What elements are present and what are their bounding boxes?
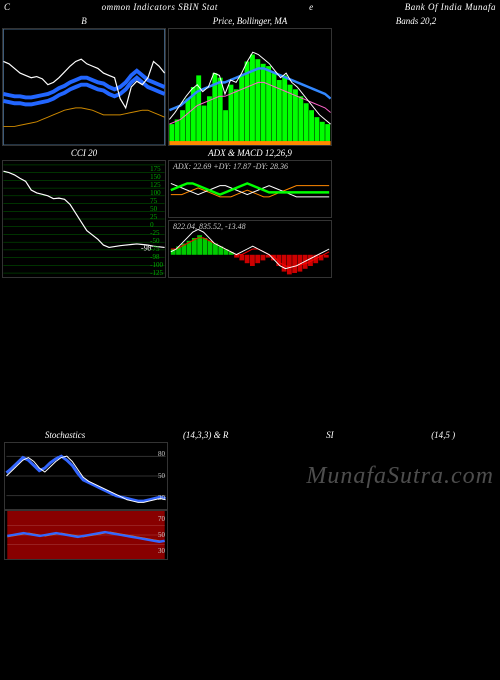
- chart-rsi: [5, 511, 167, 559]
- stoch-t1: Stochastics: [45, 430, 86, 440]
- panel-rsi: 705030: [4, 510, 168, 560]
- title-cci: CCI 20: [2, 146, 166, 160]
- hdr-right: Bank Of India Munafa: [405, 2, 496, 12]
- rsi-y-labels: 705030: [158, 511, 165, 559]
- stoch-t2: (14,3,3) & R: [183, 430, 229, 440]
- stoch-t4: (14,5 ): [431, 430, 455, 440]
- chart-stochastics: [5, 443, 167, 509]
- title-adx-macd: ADX & MACD 12,26,9: [168, 146, 332, 160]
- panel-bollinger-right: [168, 28, 332, 146]
- stoch-y-labels: 805020: [158, 443, 165, 509]
- gap: [0, 278, 500, 428]
- stoch-t3: SI: [326, 430, 334, 440]
- panel-macd: 822.04, 835.52, -13.48: [168, 220, 332, 278]
- panel-stochastics: 805020: [4, 442, 168, 510]
- panel-adx: ADX: 22.69 +DY: 17.87 -DY: 28.36: [168, 160, 332, 218]
- chart-cci: -98: [3, 161, 165, 277]
- top-titles: B Price, Bollinger, MA Bands 20,2: [0, 14, 500, 28]
- stoch-row: 805020 705030: [0, 442, 500, 560]
- chart-bollinger-right: [169, 29, 331, 145]
- hdr-left: C: [4, 2, 11, 12]
- title-empty: [334, 146, 498, 160]
- chart-bollinger-left: [3, 29, 165, 145]
- mid-titles: CCI 20 ADX & MACD 12,26,9: [0, 146, 500, 160]
- label-adx: ADX: 22.69 +DY: 17.87 -DY: 28.36: [173, 162, 288, 171]
- label-macd: 822.04, 835.52, -13.48: [173, 222, 246, 231]
- watermark: MunafaSutra.com: [306, 463, 494, 490]
- hdr-mid: ommon Indicators SBIN Stat: [102, 2, 218, 12]
- panel-cci: -98 1751501251007550250-25-50-75-98-100-…: [2, 160, 166, 278]
- title-bollinger-left: B: [2, 14, 166, 28]
- title-bollinger-center: Price, Bollinger, MA: [168, 14, 332, 28]
- panel-empty-2: [334, 160, 498, 278]
- top-row: [0, 28, 500, 146]
- page-header: C ommon Indicators SBIN Stat e Bank Of I…: [0, 0, 500, 14]
- stoch-titles: Stochastics (14,3,3) & R SI (14,5 ): [0, 428, 500, 442]
- cci-y-labels: 1751501251007550250-25-50-75-98-100-125-…: [150, 161, 163, 277]
- panel-adx-macd-wrap: ADX: 22.69 +DY: 17.87 -DY: 28.36 822.04,…: [168, 160, 332, 278]
- title-bollinger-right: Bands 20,2: [334, 14, 498, 28]
- mid-row: -98 1751501251007550250-25-50-75-98-100-…: [0, 160, 500, 278]
- panel-bollinger-left: [2, 28, 166, 146]
- panel-empty-1: [334, 28, 498, 146]
- hdr-mid2: e: [309, 2, 314, 12]
